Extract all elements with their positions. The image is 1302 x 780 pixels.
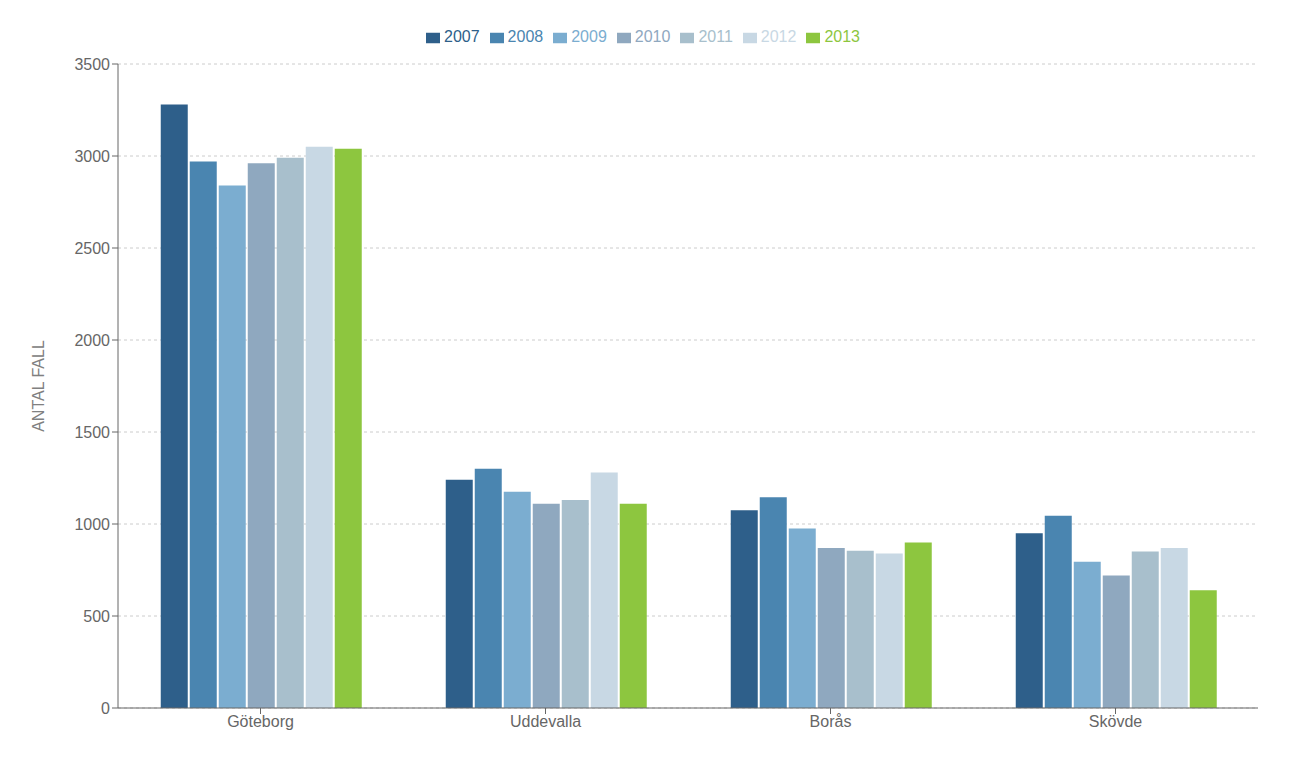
html-text:2009: 2009 — [571, 28, 607, 45]
html-text:2007: 2007 — [444, 28, 480, 45]
svg-text:1000: 1000 — [74, 516, 110, 533]
svg-text:0: 0 — [101, 700, 110, 717]
svg-text:Uddevalla: Uddevalla — [510, 713, 581, 730]
svg-text:3000: 3000 — [74, 148, 110, 165]
svg-text:Borås: Borås — [810, 713, 852, 730]
svg-text:2000: 2000 — [74, 332, 110, 349]
html-text:2010: 2010 — [634, 28, 671, 45]
svg-text:3500: 3500 — [74, 56, 110, 73]
html-text:2008: 2008 — [507, 28, 544, 45]
svg-text:2500: 2500 — [74, 240, 110, 257]
svg-text:1500: 1500 — [74, 424, 110, 441]
html-text:2013: 2013 — [824, 28, 860, 45]
html-text:2012: 2012 — [760, 28, 797, 45]
svg-text:ANTAL FALL: ANTAL FALL — [30, 340, 47, 432]
svg-text:Skövde: Skövde — [1089, 713, 1142, 730]
svg-text:Göteborg: Göteborg — [227, 713, 294, 730]
html-text:2011: 2011 — [698, 28, 733, 45]
svg-text:500: 500 — [83, 608, 110, 625]
